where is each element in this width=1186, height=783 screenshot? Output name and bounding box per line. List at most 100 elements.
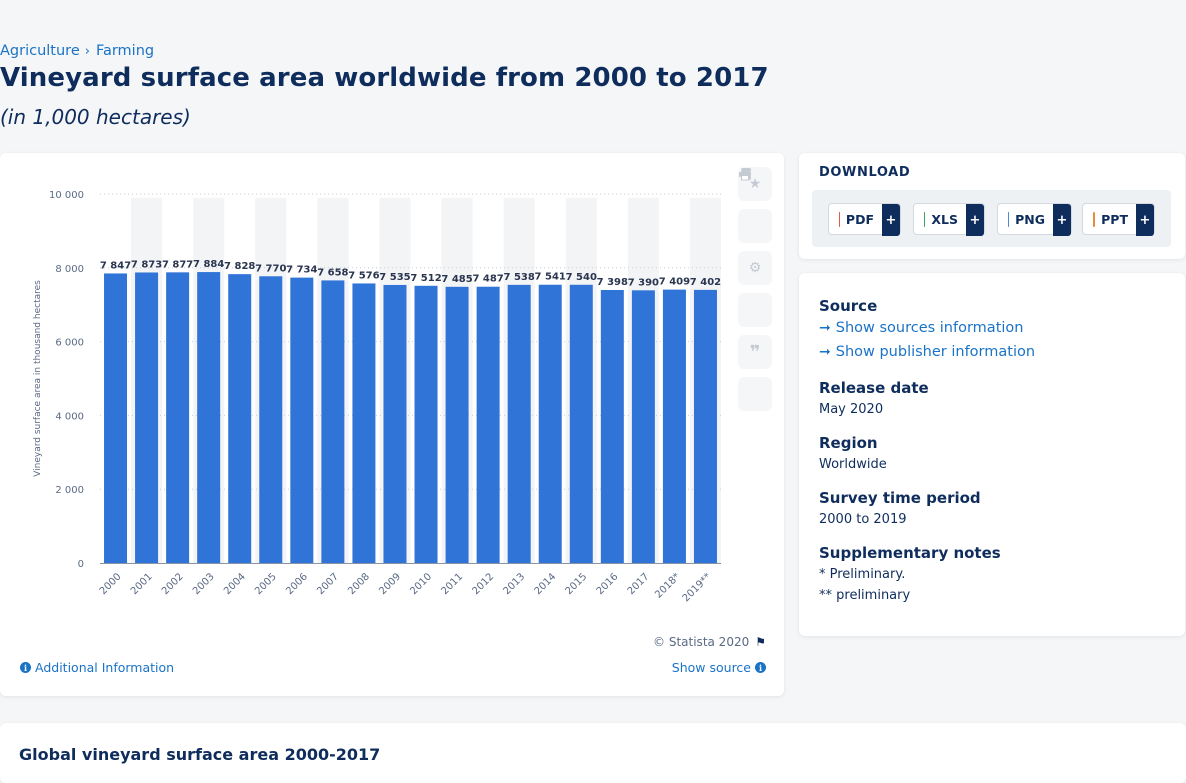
info-icon: i	[755, 662, 766, 673]
data-label: 7 512	[410, 273, 441, 284]
arrow-right-icon: ➞	[819, 320, 831, 336]
bar[interactable]	[538, 284, 562, 563]
bar[interactable]	[414, 285, 438, 563]
print-button[interactable]	[738, 168, 772, 411]
bar[interactable]	[166, 272, 190, 563]
release-date-heading: Release date	[819, 379, 929, 397]
download-ppt-label: PPT	[1101, 211, 1128, 227]
bar[interactable]	[135, 272, 159, 563]
supplementary-note-2: ** preliminary	[819, 588, 911, 603]
bar[interactable]	[383, 284, 407, 563]
copyright-text: © Statista 2020	[653, 635, 750, 649]
bar[interactable]	[693, 289, 717, 563]
bar[interactable]	[197, 272, 221, 563]
bar[interactable]	[259, 276, 283, 563]
download-pdf-button[interactable]: PDF +	[828, 203, 901, 236]
plus-icon[interactable]: +	[1053, 204, 1071, 236]
bar[interactable]	[445, 286, 469, 563]
bar[interactable]	[662, 289, 686, 563]
bar[interactable]	[507, 284, 531, 563]
cite-button[interactable]: ❞	[738, 335, 772, 369]
show-source-link[interactable]: Show source i	[672, 660, 766, 675]
x-tick-label: 2018*	[653, 571, 682, 600]
download-xls-button[interactable]: XLS +	[913, 203, 985, 236]
bar[interactable]	[569, 284, 593, 563]
y-tick-label: 8 000	[55, 264, 84, 275]
x-tick-label: 2014	[533, 571, 559, 597]
breadcrumb-farming[interactable]: Farming	[95, 43, 155, 59]
data-label: 7 734	[286, 265, 317, 276]
download-png-label: PNG	[1015, 211, 1045, 227]
x-tick-label: 2016	[595, 571, 621, 597]
download-ppt-button[interactable]: PPT +	[1082, 203, 1155, 236]
show-sources-link[interactable]: ➞ Show sources information	[819, 320, 1023, 336]
supplementary-note-1: * Preliminary.	[819, 567, 906, 582]
data-label: 7 884	[193, 259, 224, 270]
x-tick-label: 2008	[346, 571, 372, 597]
y-tick-label: 2 000	[55, 485, 84, 496]
bar-chart: 0 2 000 4 000 6 000 8 000 10 000 7 847 2000 7 87…	[33, 190, 721, 604]
show-publisher-link[interactable]: ➞ Show publisher information	[819, 344, 1035, 360]
page-subtitle: (in 1,000 hectares)	[0, 105, 191, 129]
x-tick-label: 2011	[439, 571, 465, 597]
survey-period-heading: Survey time period	[819, 489, 981, 507]
x-tick-label: 2000	[98, 571, 124, 597]
flag-icon[interactable]: ⚑	[755, 635, 766, 649]
x-tick-label: 2019**	[681, 571, 714, 604]
x-tick-label: 2013	[502, 571, 528, 597]
x-tick-label: 2003	[191, 571, 217, 597]
quote-icon: ❞	[749, 341, 761, 363]
x-tick-label: 2001	[129, 571, 155, 597]
top-band	[0, 0, 1186, 40]
page-title: Vineyard surface area worldwide from 200…	[0, 63, 769, 93]
breadcrumb-separator-icon: ›	[84, 44, 90, 59]
bar[interactable]	[476, 286, 500, 563]
x-tick-label: 2006	[284, 571, 310, 597]
source-heading: Source	[819, 297, 878, 315]
description-card: Global vineyard surface area 2000-2017	[0, 723, 1186, 783]
x-tick-label: 2010	[408, 571, 434, 597]
data-label: 7 409	[659, 277, 690, 288]
bar[interactable]	[228, 274, 252, 563]
plus-icon[interactable]: +	[1136, 204, 1154, 236]
bar[interactable]	[600, 290, 624, 563]
notification-button[interactable]	[738, 168, 772, 243]
data-label: 7 877	[162, 259, 193, 270]
x-tick-label: 2005	[253, 571, 279, 597]
data-label: 7 847	[100, 260, 131, 271]
download-png-button[interactable]: PNG +	[997, 203, 1072, 236]
show-publisher-label: Show publisher information	[835, 344, 1036, 360]
additional-information-link[interactable]: i Additional Information	[20, 660, 174, 675]
x-tick-label: 2009	[377, 571, 403, 597]
plus-icon[interactable]: +	[966, 204, 984, 236]
plus-icon[interactable]: +	[882, 204, 900, 236]
y-tick-label: 0	[78, 559, 84, 570]
x-tick-label: 2015	[564, 571, 590, 597]
chart-toolbar: ★ ⚙ ❞	[738, 167, 772, 419]
data-label: 7 535	[379, 272, 410, 283]
ppt-file-icon	[1093, 211, 1096, 227]
breadcrumb-agriculture[interactable]: Agriculture	[0, 43, 80, 59]
gear-icon: ⚙	[748, 260, 762, 276]
bar[interactable]	[631, 290, 655, 563]
data-label: 7 576	[348, 270, 379, 281]
share-button[interactable]	[738, 168, 772, 327]
y-tick-label: 6 000	[55, 338, 84, 349]
settings-button[interactable]: ⚙	[738, 251, 772, 285]
x-tick-label: 2007	[315, 571, 341, 597]
y-tick-label: 4 000	[55, 411, 84, 422]
bar[interactable]	[104, 273, 128, 563]
data-label: 7 540	[566, 272, 597, 283]
bar[interactable]	[290, 277, 314, 563]
download-bar: PDF + XLS + PNG + PPT +	[812, 190, 1171, 247]
download-title: DOWNLOAD	[819, 165, 911, 180]
arrow-right-icon: ➞	[819, 344, 831, 360]
supplementary-notes-heading: Supplementary notes	[819, 544, 1001, 562]
x-tick-label: 2002	[160, 571, 186, 597]
additional-information-label: Additional Information	[35, 660, 175, 675]
release-date-value: May 2020	[819, 402, 884, 417]
x-tick-label: 2012	[470, 571, 496, 597]
bar[interactable]	[321, 280, 345, 563]
bar[interactable]	[352, 283, 376, 563]
data-label: 7 770	[255, 263, 286, 274]
